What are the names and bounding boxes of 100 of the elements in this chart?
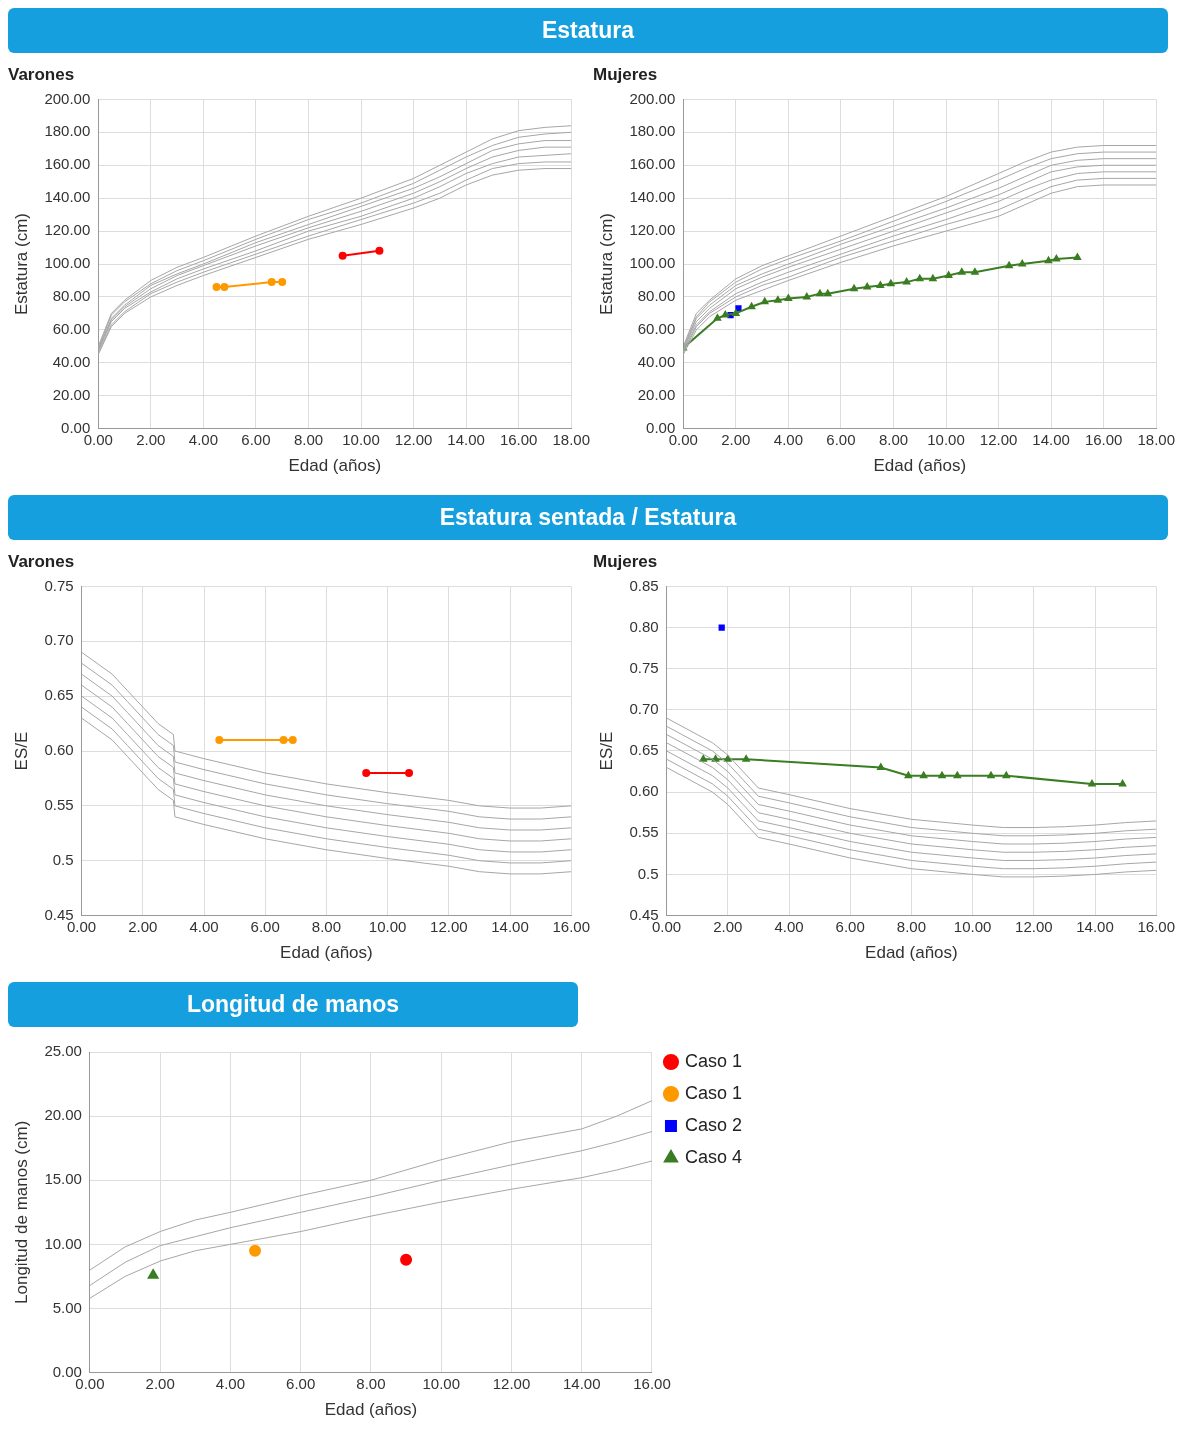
x-tick-label: 2.00: [145, 1374, 175, 1392]
y-tick-label: 20.00: [44, 1106, 82, 1124]
y-tick-label: 60.00: [637, 319, 676, 337]
chart-title: Estatura sentada / Estatura: [8, 495, 1168, 540]
x-tick-label: 2.00: [128, 917, 158, 935]
y-tick-label: 40.00: [637, 352, 676, 370]
y-tick-label: 140.00: [44, 188, 91, 206]
y-tick-label: 0.55: [44, 796, 74, 814]
x-tick-label: 4.00: [188, 430, 218, 448]
x-tick-label: 18.00: [552, 430, 591, 448]
y-tick-label: 80.00: [637, 287, 676, 305]
x-tick-label: 12.00: [430, 917, 468, 935]
x-tick-label: 10.00: [953, 917, 992, 935]
y-tick-label: 0.5: [52, 850, 74, 868]
chart-subtitle: Mujeres: [593, 64, 658, 84]
x-tick-label: 10.00: [927, 430, 965, 448]
y-tick-label: 0.65: [629, 741, 659, 759]
x-tick-label: 8.00: [356, 1374, 386, 1392]
x-tick-label: 14.00: [1076, 917, 1114, 935]
chart-subtitle: Varones: [8, 64, 75, 84]
x-tick-label: 12.00: [492, 1374, 531, 1392]
y-tick-label: 200.00: [629, 89, 676, 107]
chart-subtitle: Varones: [8, 551, 75, 571]
x-tick-label: 14.00: [1032, 430, 1070, 448]
y-tick-label: 0.70: [44, 631, 74, 649]
x-tick-label: 8.00: [293, 430, 324, 448]
x-axis-title: Edad (años): [865, 943, 958, 963]
x-tick-label: 14.00: [447, 430, 485, 448]
legend-label: Caso 2: [684, 1114, 743, 1135]
x-tick-label: 16.00: [1137, 917, 1176, 935]
x-tick-label: 14.00: [491, 917, 529, 935]
x-axis-title: Edad (años): [873, 456, 967, 476]
y-tick-label: 120.00: [629, 221, 676, 239]
y-tick-label: 180.00: [629, 122, 676, 140]
x-tick-label: 16.00: [633, 1374, 671, 1392]
y-tick-label: 10.00: [44, 1234, 82, 1252]
y-tick-label: 120.00: [44, 221, 91, 239]
x-tick-label: 4.00: [189, 917, 219, 935]
y-tick-label: 25.00: [44, 1042, 82, 1060]
x-axis-title: Edad (años): [280, 943, 373, 963]
x-axis-title: Edad (años): [324, 1400, 418, 1420]
y-axis-title: Estatura (cm): [596, 212, 616, 316]
legend-label: Caso 1: [684, 1050, 743, 1071]
x-tick-label: 10.00: [342, 430, 380, 448]
y-tick-label: 0.60: [44, 741, 74, 759]
y-tick-label: 0.55: [629, 823, 659, 841]
y-tick-label: 0.65: [44, 686, 74, 704]
chart-subtitle: Mujeres: [593, 551, 658, 571]
y-tick-label: 160.00: [44, 155, 91, 173]
y-tick-label: 100.00: [44, 254, 91, 272]
x-tick-label: 6.00: [250, 917, 280, 935]
y-tick-label: 15.00: [44, 1170, 82, 1188]
y-tick-label: 60.00: [52, 319, 91, 337]
y-tick-label: 140.00: [629, 188, 676, 206]
x-tick-label: 14.00: [562, 1374, 601, 1392]
x-tick-label: 12.00: [1015, 917, 1053, 935]
y-axis-title: Estatura (cm): [11, 212, 31, 316]
x-tick-label: 10.00: [368, 917, 407, 935]
y-tick-label: 20.00: [52, 385, 91, 403]
y-tick-label: 0.5: [637, 864, 659, 882]
x-tick-label: 2.00: [721, 430, 751, 448]
x-tick-label: 4.00: [774, 917, 804, 935]
x-tick-label: 6.00: [241, 430, 271, 448]
x-tick-label: 8.00: [896, 917, 927, 935]
y-axis-title: ES/E: [11, 731, 31, 771]
y-tick-label: 0.80: [629, 617, 659, 635]
y-tick-label: 0.70: [629, 699, 659, 717]
x-tick-label: 16.00: [499, 430, 538, 448]
y-tick-label: 0.60: [629, 782, 659, 800]
x-tick-label: 8.00: [311, 917, 342, 935]
x-tick-label: 2.00: [713, 917, 743, 935]
y-tick-label: 180.00: [44, 122, 91, 140]
y-tick-label: 80.00: [52, 287, 91, 305]
x-tick-label: 6.00: [826, 430, 856, 448]
x-tick-label: 4.00: [773, 430, 803, 448]
x-tick-label: 8.00: [878, 430, 909, 448]
legend-label: Caso 4: [684, 1146, 743, 1167]
y-tick-label: 200.00: [44, 89, 91, 107]
x-tick-label: 12.00: [979, 430, 1018, 448]
y-tick-label: 20.00: [637, 385, 676, 403]
y-tick-label: 5.00: [52, 1298, 82, 1316]
x-tick-label: 16.00: [1084, 430, 1123, 448]
x-tick-label: 4.00: [215, 1374, 246, 1392]
y-tick-label: 40.00: [52, 352, 91, 370]
y-tick-label: 0.85: [629, 576, 659, 594]
chart-title: Longitud de manos: [8, 982, 578, 1027]
y-tick-label: 0.75: [629, 658, 659, 676]
x-tick-label: 6.00: [835, 917, 865, 935]
x-tick-label: 6.00: [286, 1374, 316, 1392]
x-tick-label: 10.00: [422, 1374, 460, 1392]
y-tick-label: 0.75: [44, 576, 74, 594]
x-tick-label: 16.00: [552, 917, 591, 935]
y-tick-label: 160.00: [629, 155, 676, 173]
chart-title: Estatura: [8, 8, 1168, 53]
x-tick-label: 12.00: [394, 430, 433, 448]
x-tick-label: 18.00: [1137, 430, 1176, 448]
legend-label: Caso 1: [684, 1082, 743, 1103]
y-axis-title: Longitud de manos (cm): [11, 1120, 31, 1304]
y-axis-title: ES/E: [596, 731, 616, 771]
x-tick-label: 2.00: [136, 430, 166, 448]
